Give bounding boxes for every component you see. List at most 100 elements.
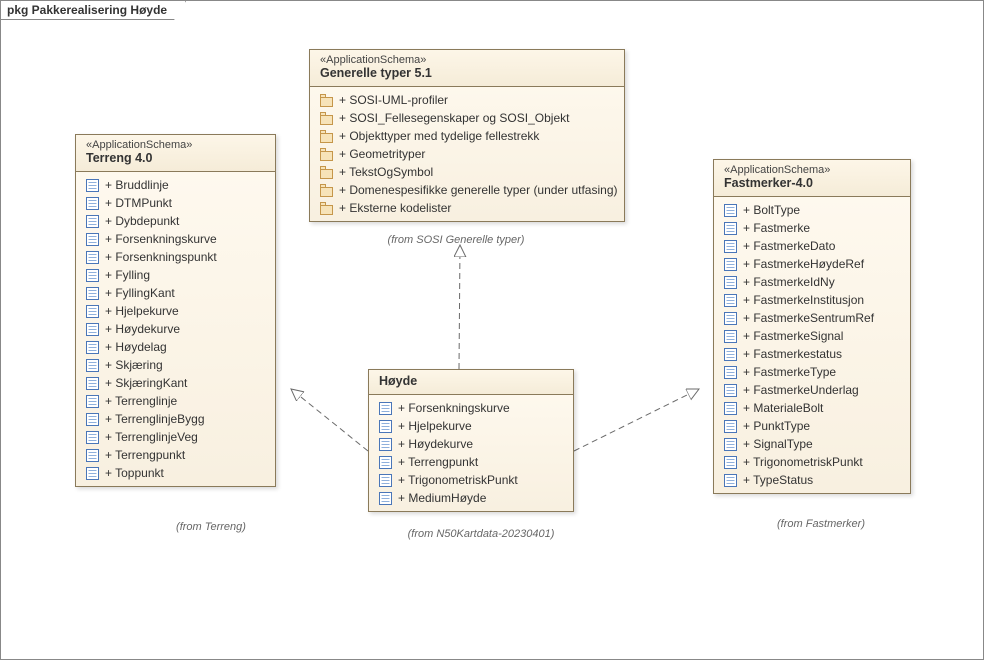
- list-item[interactable]: + PunktType: [714, 417, 910, 435]
- element-icon: [86, 449, 99, 462]
- list-item[interactable]: + Høydekurve: [369, 435, 573, 453]
- element-icon: [86, 197, 99, 210]
- list-item[interactable]: + Hjelpekurve: [76, 302, 275, 320]
- list-item[interactable]: + Skjæring: [76, 356, 275, 374]
- list-item[interactable]: + Eksterne kodelister: [310, 199, 624, 217]
- list-item[interactable]: + SignalType: [714, 435, 910, 453]
- package-icon: [320, 166, 333, 179]
- list-item[interactable]: + Fastmerke: [714, 219, 910, 237]
- item-label: + TerrenglinjeBygg: [105, 412, 205, 426]
- item-label: + Høydekurve: [398, 437, 473, 451]
- item-label: + Hjelpekurve: [105, 304, 179, 318]
- stereotype: «ApplicationSchema»: [86, 139, 265, 151]
- item-label: + Objekttyper med tydelige fellestrekk: [339, 129, 539, 143]
- item-label: + Høydekurve: [105, 322, 180, 336]
- list-item[interactable]: + Høydelag: [76, 338, 275, 356]
- list-item[interactable]: + Forsenkningskurve: [369, 399, 573, 417]
- item-label: + Fastmerke: [743, 221, 810, 235]
- item-label: + FyllingKant: [105, 286, 175, 300]
- frame-title: pkg Pakkerealisering Høyde: [1, 1, 186, 20]
- element-icon: [724, 420, 737, 433]
- item-label: + FastmerkeType: [743, 365, 836, 379]
- element-icon: [86, 395, 99, 408]
- item-label: + Bruddlinje: [105, 178, 169, 192]
- package-icon: [320, 112, 333, 125]
- item-label: + Terrenglinje: [105, 394, 177, 408]
- list-item[interactable]: + FastmerkeInstitusjon: [714, 291, 910, 309]
- list-item[interactable]: + FyllingKant: [76, 284, 275, 302]
- package-icon: [320, 130, 333, 143]
- element-icon: [724, 384, 737, 397]
- element-icon: [724, 258, 737, 271]
- list-item[interactable]: + SOSI-UML-profiler: [310, 91, 624, 109]
- element-icon: [379, 456, 392, 469]
- item-label: + BoltType: [743, 203, 800, 217]
- list-item[interactable]: + SOSI_Fellesegenskaper og SOSI_Objekt: [310, 109, 624, 127]
- list-item[interactable]: + TerrenglinjeBygg: [76, 410, 275, 428]
- element-icon: [86, 359, 99, 372]
- list-item[interactable]: + FastmerkeIdNy: [714, 273, 910, 291]
- terreng-box[interactable]: «ApplicationSchema»Terreng 4.0 + Bruddli…: [75, 134, 276, 487]
- list-item[interactable]: + TrigonometriskPunkt: [714, 453, 910, 471]
- item-label: + Fastmerkestatus: [743, 347, 842, 361]
- list-item[interactable]: + Hjelpekurve: [369, 417, 573, 435]
- list-item[interactable]: + Fylling: [76, 266, 275, 284]
- list-item[interactable]: + Bruddlinje: [76, 176, 275, 194]
- package-icon: [320, 94, 333, 107]
- list-item[interactable]: + MaterialeBolt: [714, 399, 910, 417]
- list-item[interactable]: + Høydekurve: [76, 320, 275, 338]
- item-label: + FastmerkeInstitusjon: [743, 293, 864, 307]
- list-item[interactable]: + DTMPunkt: [76, 194, 275, 212]
- list-item[interactable]: + Terrengpunkt: [76, 446, 275, 464]
- list-item[interactable]: + Dybdepunkt: [76, 212, 275, 230]
- diagram-canvas: pkg Pakkerealisering Høyde «ApplicationS…: [0, 0, 984, 660]
- item-label: + Skjæring: [105, 358, 163, 372]
- item-label: + TrigonometriskPunkt: [743, 455, 863, 469]
- list-item[interactable]: + Objekttyper med tydelige fellestrekk: [310, 127, 624, 145]
- list-item[interactable]: + Forsenkningspunkt: [76, 248, 275, 266]
- hoyde-box[interactable]: Høyde + Forsenkningskurve + Hjelpekurve …: [368, 369, 574, 512]
- fastmerker-box[interactable]: «ApplicationSchema»Fastmerker-4.0 + Bolt…: [713, 159, 911, 494]
- element-icon: [86, 341, 99, 354]
- list-item[interactable]: + FastmerkeType: [714, 363, 910, 381]
- list-item[interactable]: + Terrenglinje: [76, 392, 275, 410]
- list-item[interactable]: + FastmerkeSignal: [714, 327, 910, 345]
- list-item[interactable]: + FastmerkeHøydeRef: [714, 255, 910, 273]
- item-label: + Toppunkt: [105, 466, 164, 480]
- generelle-box[interactable]: «ApplicationSchema»Generelle typer 5.1 +…: [309, 49, 625, 222]
- list-item[interactable]: + TerrenglinjeVeg: [76, 428, 275, 446]
- box-body: + BoltType + Fastmerke + FastmerkeDato +…: [714, 197, 910, 493]
- list-item[interactable]: + Forsenkningskurve: [76, 230, 275, 248]
- item-label: + Terrengpunkt: [398, 455, 478, 469]
- item-label: + FastmerkeSignal: [743, 329, 843, 343]
- list-item[interactable]: + MediumHøyde: [369, 489, 573, 507]
- item-label: + Forsenkningspunkt: [105, 250, 217, 264]
- box-title: Fastmerker-4.0: [724, 176, 900, 190]
- item-label: + FastmerkeSentrumRef: [743, 311, 874, 325]
- list-item[interactable]: + TrigonometriskPunkt: [369, 471, 573, 489]
- list-item[interactable]: + Domenespesifikke generelle typer (unde…: [310, 181, 624, 199]
- list-item[interactable]: + FastmerkeSentrumRef: [714, 309, 910, 327]
- list-item[interactable]: + Geometrityper: [310, 145, 624, 163]
- item-label: + FastmerkeDato: [743, 239, 835, 253]
- list-item[interactable]: + TypeStatus: [714, 471, 910, 489]
- item-label: + MaterialeBolt: [743, 401, 823, 415]
- element-icon: [724, 204, 737, 217]
- list-item[interactable]: + FastmerkeDato: [714, 237, 910, 255]
- list-item[interactable]: + Terrengpunkt: [369, 453, 573, 471]
- fastmerker-from-note: (from Fastmerker): [711, 518, 931, 530]
- list-item[interactable]: + Fastmerkestatus: [714, 345, 910, 363]
- list-item[interactable]: + Toppunkt: [76, 464, 275, 482]
- element-icon: [724, 240, 737, 253]
- element-icon: [724, 294, 737, 307]
- item-label: + Domenespesifikke generelle typer (unde…: [339, 183, 617, 197]
- list-item[interactable]: + FastmerkeUnderlag: [714, 381, 910, 399]
- element-icon: [724, 312, 737, 325]
- list-item[interactable]: + TekstOgSymbol: [310, 163, 624, 181]
- element-icon: [724, 276, 737, 289]
- list-item[interactable]: + SkjæringKant: [76, 374, 275, 392]
- element-icon: [379, 438, 392, 451]
- element-icon: [86, 251, 99, 264]
- list-item[interactable]: + BoltType: [714, 201, 910, 219]
- package-icon: [320, 148, 333, 161]
